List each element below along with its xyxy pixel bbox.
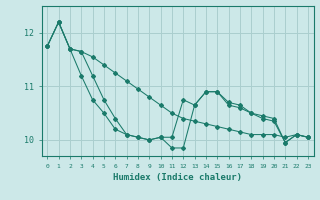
- X-axis label: Humidex (Indice chaleur): Humidex (Indice chaleur): [113, 173, 242, 182]
